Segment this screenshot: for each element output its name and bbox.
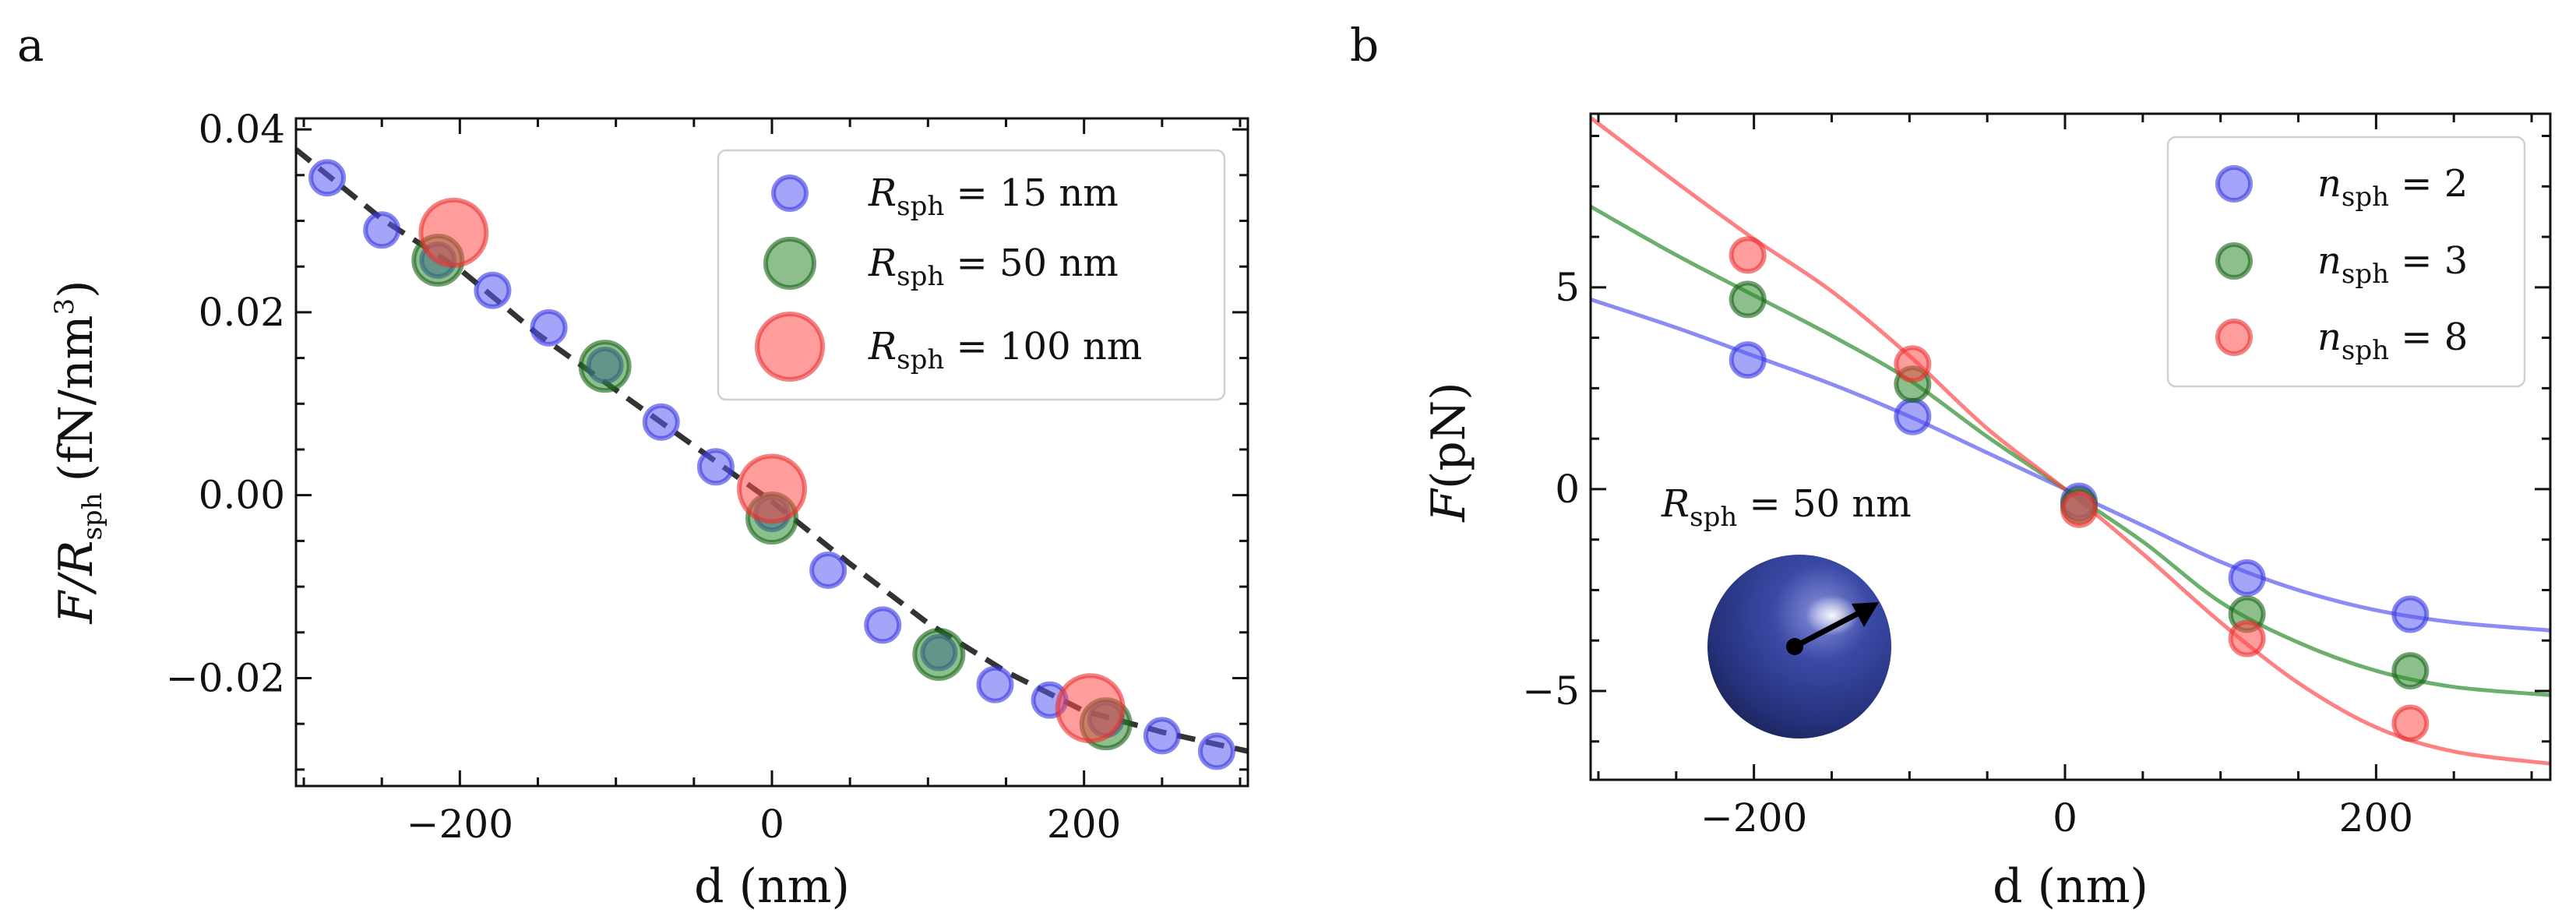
y-tick-label: 0.02 xyxy=(199,290,285,335)
data-point-series-2 xyxy=(2060,490,2098,528)
b-legend: nsph = 2 nsph = 3 nsph = 8 xyxy=(2166,136,2526,388)
b-y-axis-label: F(pN) xyxy=(1422,382,1476,522)
data-point-series-0 xyxy=(1143,717,1181,755)
data-point-series-0 xyxy=(1894,397,1932,435)
data-point-series-0 xyxy=(642,403,680,441)
a-x-axis-label: d (nm) xyxy=(694,859,850,914)
y-tick-label: −5 xyxy=(1522,668,1580,714)
y-tick-label: 0.00 xyxy=(199,473,285,518)
data-point-series-2 xyxy=(1728,236,1767,274)
data-point-series-1 xyxy=(578,340,632,393)
data-point-series-0 xyxy=(363,211,401,249)
x-tick-label: −200 xyxy=(407,802,513,847)
panel-a: a −200 0 200 −0.02 0.00 0.02 0.04 d (nm) F/Rsp… xyxy=(17,19,1249,914)
data-point-series-2 xyxy=(1055,673,1126,744)
data-point-series-0 xyxy=(809,551,848,589)
data-point-series-0 xyxy=(696,448,735,486)
a-legend-label-r50: Rsph = 50 nm xyxy=(868,241,1119,292)
b-ticks: −200 0 200 −5 0 5 xyxy=(1522,114,2550,841)
sphere-highlight xyxy=(1806,595,1859,636)
b-axes-frame xyxy=(1589,112,2552,781)
data-point-series-0 xyxy=(864,606,902,644)
data-point-series-0 xyxy=(1197,732,1235,770)
panel-a-label: a xyxy=(17,19,44,72)
b-x-axis-label: d (nm) xyxy=(1993,859,2148,914)
b-legend-label-n3: nsph = 3 xyxy=(2317,239,2468,290)
b-legend-box xyxy=(2166,136,2526,388)
a-legend-marker-r50 xyxy=(763,237,816,290)
data-point-series-0 xyxy=(474,271,512,309)
a-legend: Rsph = 15 nm Rsph = 50 nm Rsph = 100 nm xyxy=(717,149,1226,401)
data-point-series-2 xyxy=(2391,704,2430,742)
panel-b: b −200 0 200 −5 0 5 d (nm) F(pN) Rsph = 50 nm… xyxy=(1350,19,2552,914)
data-point-series-0 xyxy=(2391,595,2430,633)
b-legend-marker-n8 xyxy=(2215,319,2253,356)
panel-b-label: b xyxy=(1350,19,1379,72)
b-points xyxy=(1728,236,2430,742)
data-point-series-2 xyxy=(1894,345,1932,383)
radius-arrow-head xyxy=(1852,602,1879,627)
y-tick-label: 0.04 xyxy=(199,107,285,152)
a-ticks: −200 0 200 −0.02 0.00 0.02 0.04 xyxy=(166,107,1248,847)
y-tick-label: −0.02 xyxy=(166,655,285,700)
a-legend-box xyxy=(717,149,1226,401)
b-legend-label-n8: nsph = 8 xyxy=(2317,315,2468,366)
x-tick-label: 200 xyxy=(2339,795,2413,841)
b-legend-marker-n3 xyxy=(2215,242,2253,280)
data-point-series-0 xyxy=(1728,341,1767,379)
y-tick-label: 5 xyxy=(1555,265,1580,310)
a-y-axis-label: F/Rsph(fN/nm3) xyxy=(49,280,108,624)
b-legend-marker-n2 xyxy=(2215,165,2253,203)
a-legend-label-r15: Rsph = 15 nm xyxy=(868,171,1119,222)
radius-arrow-shaft xyxy=(1793,608,1865,650)
a-legend-marker-r15 xyxy=(771,174,809,212)
a-points xyxy=(308,159,1235,770)
y-tick-label: 0 xyxy=(1555,467,1580,512)
data-point-series-1 xyxy=(1728,280,1767,319)
data-point-series-0 xyxy=(2228,559,2266,597)
b-legend-label-n2: nsph = 2 xyxy=(2317,162,2468,213)
data-point-series-1 xyxy=(912,627,966,681)
x-tick-label: 0 xyxy=(759,802,784,847)
x-tick-label: −200 xyxy=(1700,795,1807,841)
x-tick-label: 0 xyxy=(2053,795,2077,841)
data-point-series-2 xyxy=(418,197,489,268)
data-point-series-0 xyxy=(308,159,347,197)
data-point-series-1 xyxy=(2391,652,2430,690)
sphere-center-dot xyxy=(1786,638,1803,655)
data-point-series-2 xyxy=(2228,619,2266,657)
sphere-illustration xyxy=(1707,555,1891,738)
data-point-series-0 xyxy=(976,665,1014,703)
data-point-series-2 xyxy=(737,453,807,524)
data-point-series-0 xyxy=(530,308,568,347)
b-annotation-radius: Rsph = 50 nm xyxy=(1661,482,1912,533)
a-legend-label-r100: Rsph = 100 nm xyxy=(868,325,1142,375)
a-legend-marker-r100 xyxy=(755,312,825,382)
x-tick-label: 200 xyxy=(1047,802,1121,847)
